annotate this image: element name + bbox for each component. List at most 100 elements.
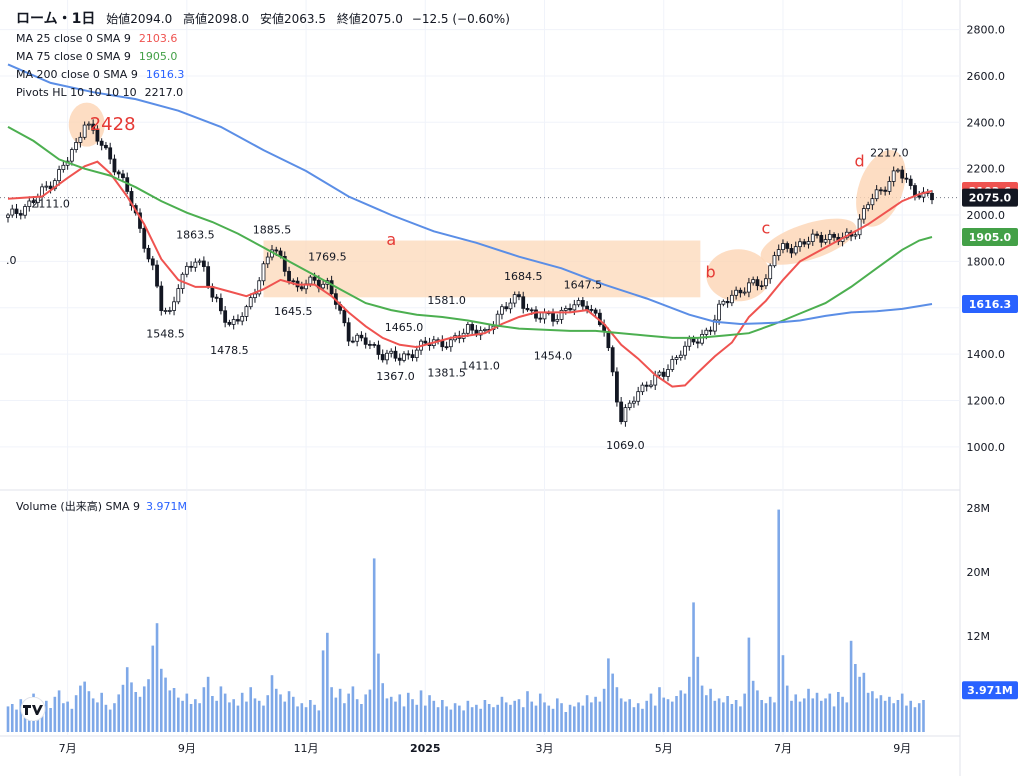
- volume-bar: [530, 701, 534, 732]
- volume-bar: [615, 687, 619, 732]
- candle-body: [176, 288, 181, 303]
- volume-bar: [6, 706, 10, 732]
- volume-bar: [756, 690, 759, 732]
- pivot-label: .0: [6, 254, 17, 267]
- volume-bar: [219, 686, 223, 732]
- candle-body: [27, 200, 32, 207]
- candle-body: [197, 260, 202, 263]
- volume-bar: [513, 700, 517, 732]
- legend-ma75[interactable]: MA 75 close 0 SMA 9 1905.0: [16, 48, 510, 66]
- candle-body: [606, 331, 611, 349]
- volume-bar: [683, 693, 687, 732]
- pivot-label: 1548.5: [146, 328, 185, 341]
- candle-body: [265, 256, 270, 265]
- volume-bar: [423, 705, 427, 732]
- volume-bar: [594, 696, 597, 732]
- volume-bar: [794, 694, 798, 732]
- volume-bar: [573, 706, 576, 732]
- candle-body: [444, 346, 449, 349]
- volume-bar: [266, 695, 270, 732]
- volume-bar: [739, 706, 742, 732]
- candle-body: [555, 318, 560, 322]
- volume-bar: [113, 703, 116, 732]
- volume-bar: [913, 707, 917, 732]
- candle-body: [227, 321, 232, 325]
- candle-body: [721, 300, 726, 305]
- volume-bar: [253, 698, 257, 732]
- volume-legend[interactable]: Volume (出来高) SMA 9 3.971M: [16, 498, 187, 514]
- candle-body: [389, 350, 394, 354]
- legend-ma25[interactable]: MA 25 close 0 SMA 9 2103.6: [16, 30, 510, 48]
- pivot-label: 1381.5: [427, 366, 466, 379]
- legend-ma200[interactable]: MA 200 close 0 SMA 9 1616.3: [16, 66, 510, 84]
- volume-bar: [645, 700, 649, 732]
- volume-bar: [696, 656, 700, 732]
- volume-bar: [879, 695, 883, 732]
- time-tick-label: 5月: [655, 742, 673, 755]
- candle-body: [112, 158, 117, 173]
- wave-annotation-a: a: [386, 230, 396, 249]
- volume-bar: [747, 637, 751, 732]
- volume-bar: [287, 691, 291, 732]
- candle-body: [615, 371, 619, 403]
- candle-body: [261, 263, 266, 282]
- volume-bar: [607, 658, 610, 732]
- legend-pivots[interactable]: Pivots HL 10 10 10 10 2217.0: [16, 84, 510, 102]
- candle-body: [91, 123, 96, 131]
- symbol-title[interactable]: ローム・1日: [16, 11, 96, 27]
- price-tag-label: 1616.3: [969, 298, 1011, 311]
- volume-bar: [223, 693, 227, 732]
- volume-bar: [722, 702, 725, 732]
- candle-body: [695, 341, 700, 344]
- candle-body: [576, 300, 581, 306]
- volume-bar: [411, 699, 414, 732]
- volume-bar: [517, 699, 521, 732]
- candle-body: [610, 347, 615, 373]
- candle-body: [900, 169, 905, 179]
- change-value: −12.5 (−0.60%): [411, 12, 510, 26]
- candle-body: [206, 266, 211, 287]
- volume-bar: [700, 685, 704, 732]
- volume-bar: [381, 683, 385, 732]
- volume-bar: [900, 693, 904, 732]
- price-tag: [962, 228, 1018, 247]
- candlesticks: [6, 119, 934, 427]
- candle-body: [785, 243, 790, 249]
- highlight-ellipse-b: [706, 249, 771, 302]
- candle-body: [223, 310, 228, 323]
- high-label: 高値: [183, 12, 208, 26]
- volume-bar: [57, 690, 61, 732]
- price-tick-label: 1400.0: [967, 348, 1006, 361]
- volume-bar: [858, 676, 861, 732]
- candle-body: [82, 124, 87, 138]
- volume-bar: [862, 672, 866, 732]
- volume-bar: [896, 700, 900, 732]
- candle-body: [580, 300, 585, 307]
- tradingview-logo-icon[interactable]: [16, 697, 50, 721]
- legend-pivots-label: Pivots HL 10 10 10 10: [16, 86, 137, 99]
- volume-bar: [402, 706, 406, 732]
- candle-body: [74, 142, 79, 150]
- volume-bar: [19, 699, 23, 732]
- volume-bar: [636, 703, 640, 732]
- candle-body: [380, 354, 385, 361]
- volume-bar: [547, 705, 551, 732]
- candle-body: [116, 171, 121, 175]
- wave-annotation-b: b: [706, 263, 716, 282]
- candle-body: [521, 296, 526, 309]
- candle-body: [908, 178, 913, 186]
- candle-body: [448, 339, 453, 348]
- legend-ma75-value: 1905.0: [138, 50, 178, 63]
- time-tick-label: 3月: [536, 742, 554, 755]
- volume-tick-label: 12M: [967, 630, 991, 643]
- candle-body: [10, 208, 15, 216]
- volume-bar: [10, 704, 14, 732]
- price-tag: [962, 294, 1018, 313]
- volume-bar: [658, 687, 661, 732]
- volume-bar: [768, 696, 772, 732]
- volume-bar: [666, 699, 670, 732]
- candle-body: [917, 195, 922, 198]
- candle-body: [674, 357, 679, 360]
- wave-annotation-d: d: [855, 151, 865, 170]
